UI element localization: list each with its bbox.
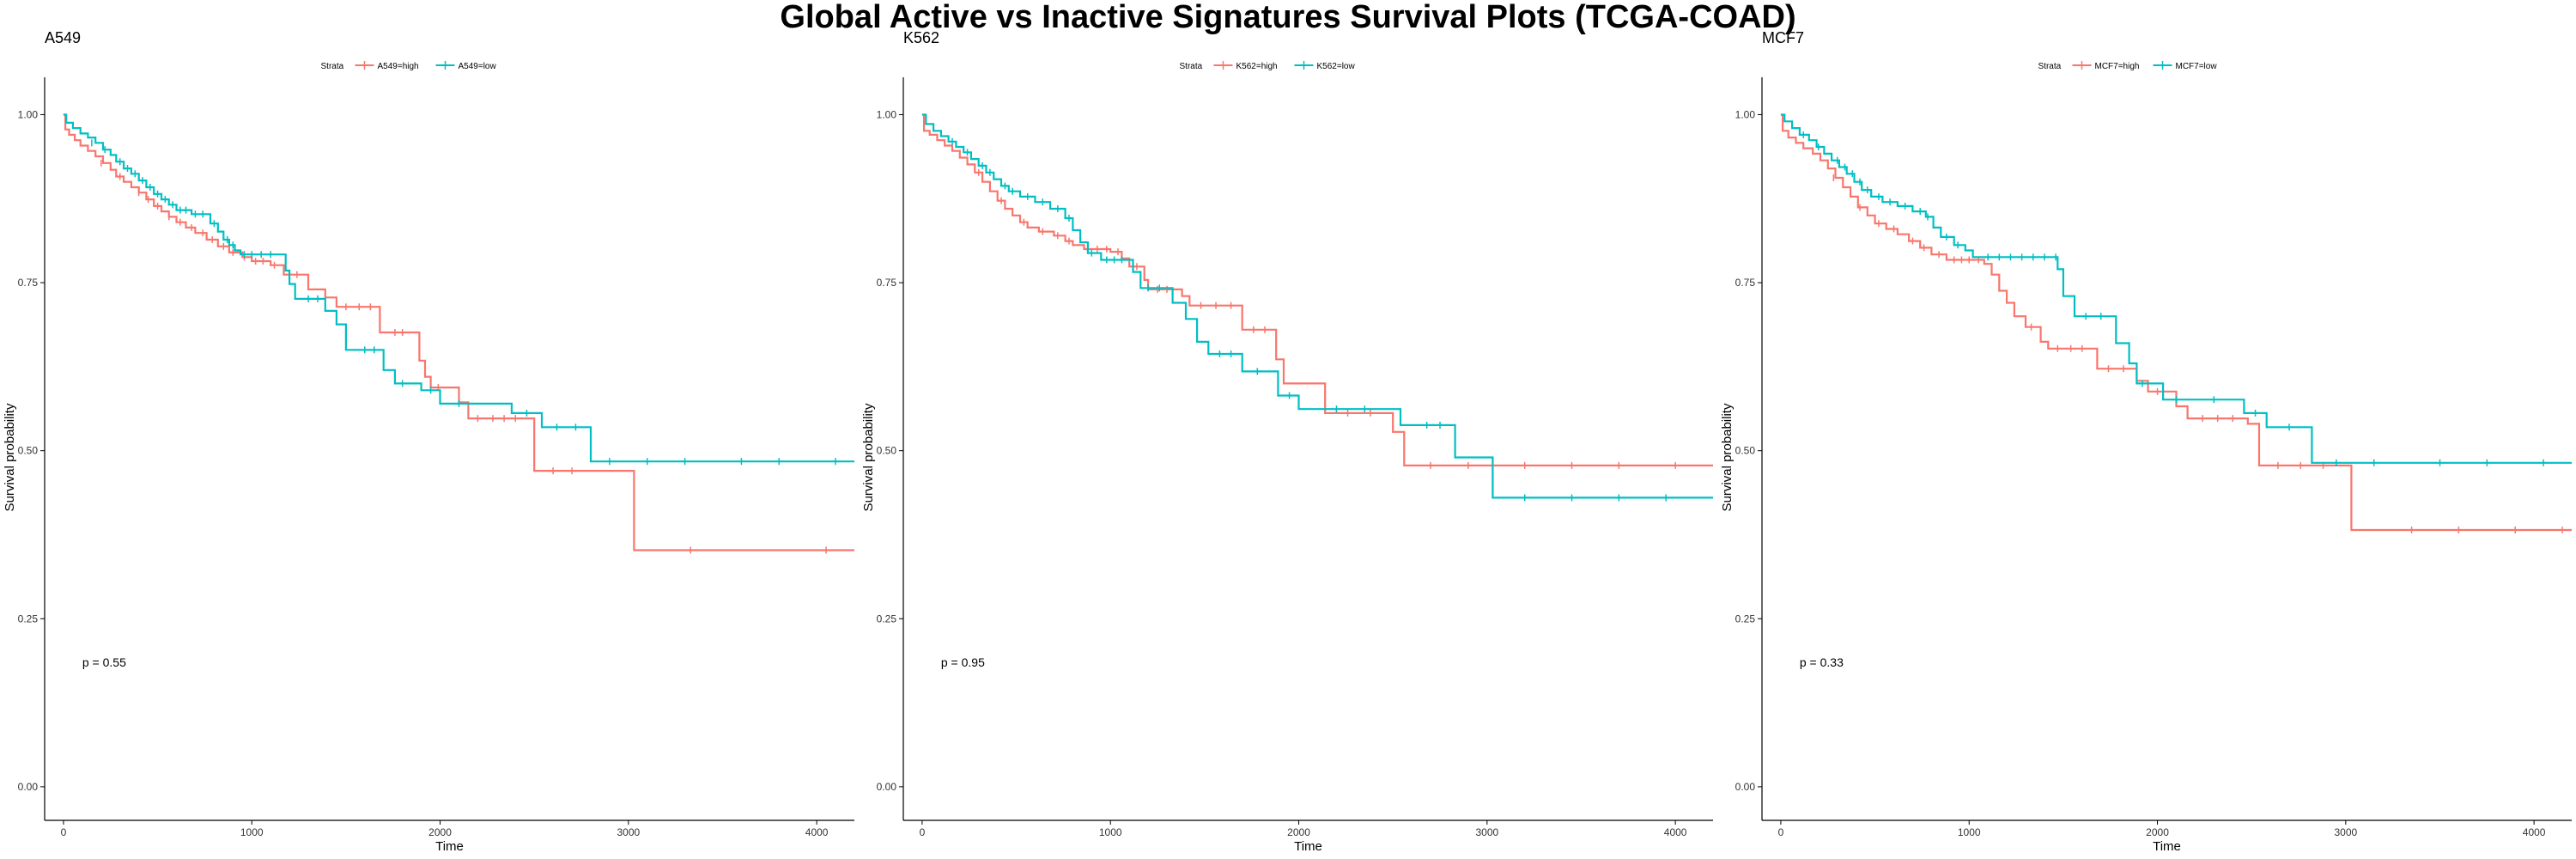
survival-curve-mcf7-high xyxy=(1780,113,2572,532)
y-tick-label: 0.75 xyxy=(877,277,897,289)
y-axis-label: Survival probability xyxy=(1720,403,1735,511)
legend: Strata K562=high K562=low xyxy=(1180,61,1356,71)
survival-curve-k562-low xyxy=(921,113,1713,499)
legend-title: Strata xyxy=(321,62,344,71)
x-tick-label: 0 xyxy=(1778,826,1784,838)
survival-curve-a549-low xyxy=(63,113,854,463)
legend: Strata MCF7=high MCF7=low xyxy=(2038,61,2218,71)
x-tick-label: 4000 xyxy=(805,826,829,838)
y-tick-label: 0.00 xyxy=(1735,781,1756,793)
panel-mcf7: MCF7 Strata MCF7=high MCF7=low 0.00 0.25 0.50 0… xyxy=(1720,29,2572,854)
survival-curve-mcf7-low xyxy=(1780,113,2572,464)
panel-a549: A549 Strata A549=high A549=low 0.00 0.25 0.50 0… xyxy=(3,29,854,854)
y-tick-label: 0.75 xyxy=(1735,277,1756,289)
x-tick-label: 2000 xyxy=(2146,826,2169,838)
survival-curve-a549-high xyxy=(63,113,854,551)
legend-label: A549=low xyxy=(459,62,497,71)
y-tick-label: 0.00 xyxy=(18,781,39,793)
x-tick-label: 3000 xyxy=(617,826,640,838)
legend-label: A549=high xyxy=(378,62,419,71)
x-tick-label: 2000 xyxy=(428,826,452,838)
x-tick-label: 3000 xyxy=(2334,826,2357,838)
legend-label: MCF7=high xyxy=(2095,62,2140,71)
x-tick-label: 1000 xyxy=(1099,826,1122,838)
x-tick-label: 3000 xyxy=(1475,826,1498,838)
y-axis-label: Survival probability xyxy=(3,403,17,511)
p-value: p = 0.33 xyxy=(1800,655,1844,669)
survival-curve-k562-high xyxy=(921,113,1713,466)
y-tick-label: 0.50 xyxy=(877,445,897,457)
y-tick-label: 0.50 xyxy=(18,445,39,457)
y-tick-label: 0.50 xyxy=(1735,445,1756,457)
x-tick-label: 4000 xyxy=(2523,826,2546,838)
panel-subtitle: K562 xyxy=(903,29,939,46)
y-tick-label: 0.75 xyxy=(18,277,39,289)
x-tick-label: 1000 xyxy=(240,826,264,838)
p-value: p = 0.95 xyxy=(941,655,985,669)
y-tick-label: 0.25 xyxy=(877,612,897,624)
x-axis-label: Time xyxy=(2153,839,2181,854)
x-axis-label: Time xyxy=(435,839,464,854)
y-tick-label: 0.25 xyxy=(1735,612,1756,624)
y-tick-label: 0.25 xyxy=(18,612,39,624)
panel-k562: K562 Strata K562=high K562=low 0.00 0.25 0.50 0… xyxy=(861,29,1713,854)
panel-subtitle: MCF7 xyxy=(1762,29,1804,46)
p-value: p = 0.55 xyxy=(82,655,126,669)
legend-label: K562=high xyxy=(1236,62,1278,71)
figure-title: Global Active vs Inactive Signatures Sur… xyxy=(780,0,1796,35)
x-tick-label: 0 xyxy=(920,826,926,838)
y-axis-label: Survival probability xyxy=(861,403,876,511)
x-tick-label: 1000 xyxy=(1958,826,1981,838)
legend-title: Strata xyxy=(2038,62,2062,71)
x-axis-label: Time xyxy=(1294,839,1322,854)
x-tick-label: 2000 xyxy=(1287,826,1310,838)
y-tick-label: 0.00 xyxy=(877,781,897,793)
y-tick-label: 1.00 xyxy=(18,108,39,120)
y-tick-label: 1.00 xyxy=(877,108,897,120)
legend-title: Strata xyxy=(1180,62,1203,71)
legend: Strata A549=high A549=low xyxy=(321,61,497,71)
panel-subtitle: A549 xyxy=(45,29,81,46)
x-tick-label: 0 xyxy=(61,826,67,838)
legend-label: K562=low xyxy=(1317,62,1356,71)
legend-label: MCF7=low xyxy=(2176,62,2218,71)
x-tick-label: 4000 xyxy=(1664,826,1687,838)
y-tick-label: 1.00 xyxy=(1735,108,1756,120)
